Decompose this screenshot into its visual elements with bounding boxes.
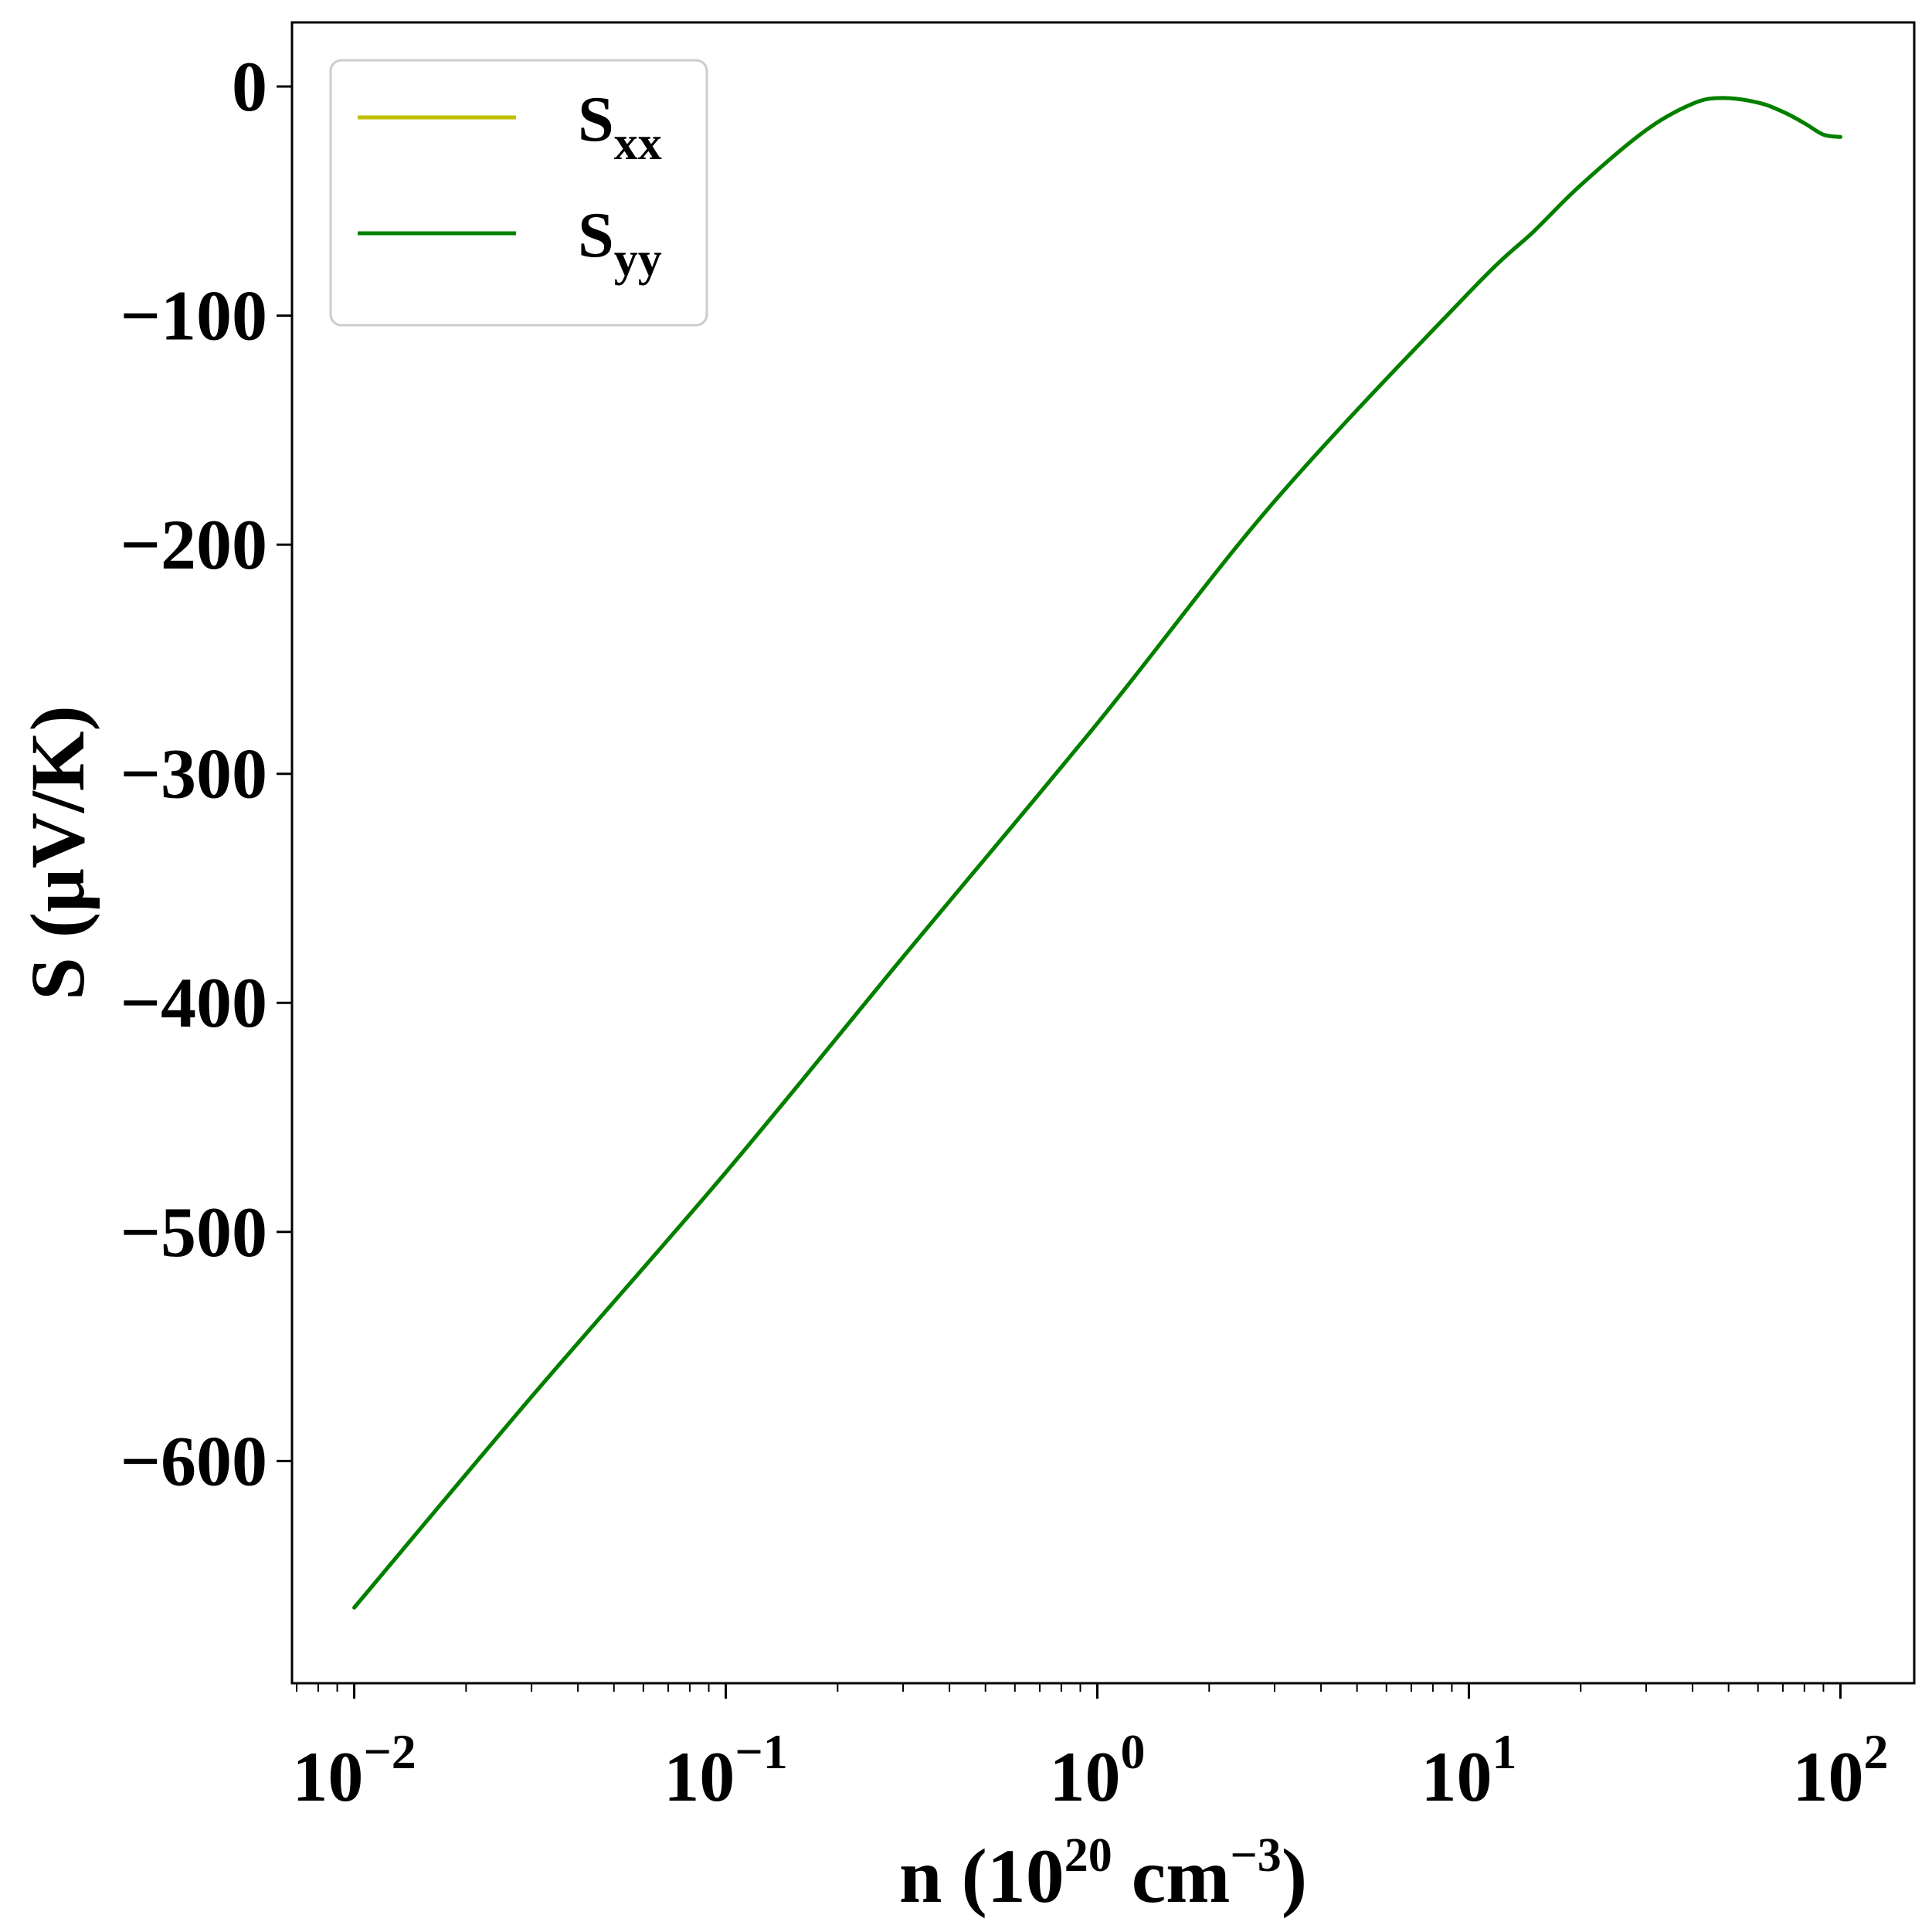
legend-frame [329,59,708,327]
series-line-yy [352,96,1842,1610]
y-tick-label: −300 [121,735,267,813]
x-tick-label: 10−2 [292,1724,416,1816]
x-tick-label: 10−1 [664,1724,787,1816]
x-tick-label: 101 [1421,1724,1516,1816]
axes-frame [290,21,1916,1685]
x-tick-label: 100 [1050,1724,1146,1816]
y-tick-label: −100 [121,277,267,355]
y-tick-label: −200 [121,505,267,584]
series-lines [352,96,1842,1610]
y-axis: 0 −100 −200 −300 −400 −500 −600 [121,47,292,1500]
svg-text:n (1020 cm−3): n (1020 cm−3) [899,1829,1307,1919]
y-tick-label: −500 [121,1193,267,1271]
legend-label-sxx: Sxx [578,83,662,170]
y-tick-label: 0 [232,47,267,126]
x-axis: 10−2 10−1 100 101 102 [292,1683,1888,1816]
y-axis-label: S (μV/K) [15,705,100,1000]
x-axis-label: n (1020 cm−3) [899,1829,1307,1919]
x-tick-label: 102 [1792,1724,1888,1816]
legend-label-syy: Syy [578,199,662,286]
legend: Sxx Syy [329,59,708,327]
y-tick-label: −400 [121,963,267,1042]
y-tick-label: −600 [121,1421,267,1500]
